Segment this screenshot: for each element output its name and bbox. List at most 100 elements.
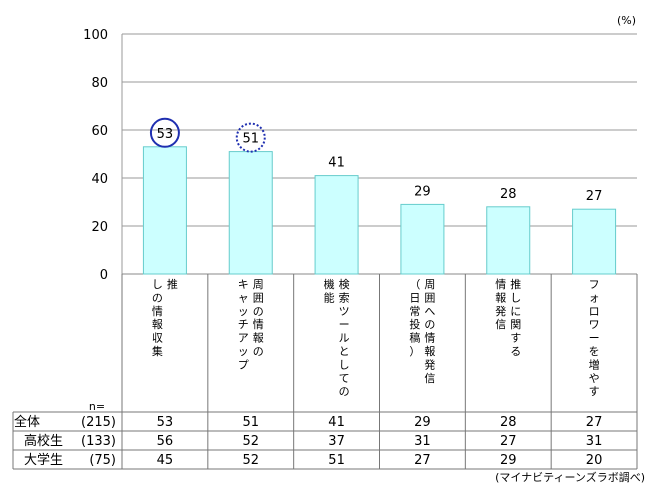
- category-label-char: 能: [324, 290, 335, 304]
- data-table: 全体 (215) 53 51 41 29 28 27 高校生 (133) 56 52 37 31 27 31 大…: [12, 411, 638, 470]
- category-label-char: 集: [152, 344, 163, 358]
- category-label-char: の: [253, 345, 264, 358]
- category-label-char: 検: [339, 277, 350, 291]
- table-cell: 20: [586, 453, 603, 468]
- category-label-char: 周: [253, 278, 264, 291]
- table-cell: 51: [328, 453, 345, 468]
- category-label-char: ）: [409, 345, 420, 358]
- data-label: 28: [500, 187, 517, 202]
- category-label-char: （: [409, 278, 420, 291]
- highlight-circle-solid: [149, 117, 180, 148]
- category-label-char: し: [152, 278, 163, 291]
- category-label-char: し: [510, 291, 521, 304]
- category-label-char: ャ: [238, 291, 249, 304]
- category-label-char: 発: [424, 357, 435, 371]
- category-label-char: し: [339, 358, 350, 371]
- category-label-char: ッ: [238, 305, 249, 318]
- category-label-char: ル: [339, 332, 350, 345]
- category-label-char: 囲: [424, 291, 435, 304]
- category-label-char: 周: [424, 278, 435, 291]
- n-label: n=: [89, 400, 105, 413]
- table-cell: 27: [586, 415, 603, 430]
- y-tick-label: 40: [91, 172, 108, 187]
- table-row-n: (215): [81, 415, 116, 430]
- category-label-char: 関: [510, 318, 521, 331]
- category-label-char: 発: [495, 304, 506, 318]
- table-row-n: (133): [81, 434, 116, 449]
- category-label: 周囲への情報発信: [424, 278, 435, 385]
- bar: [486, 206, 531, 275]
- category-label-char: 収: [152, 332, 163, 345]
- category-label-char: へ: [424, 305, 435, 318]
- category-label-char: ア: [238, 332, 249, 345]
- category-label-char: 増: [589, 358, 600, 371]
- category-label-char: の: [424, 318, 435, 331]
- category-label-char: ツ: [339, 305, 350, 318]
- category-label-char: の: [152, 291, 163, 304]
- table-cell: 29: [414, 415, 431, 430]
- category-label: 機能: [324, 277, 335, 304]
- table-row-n: (75): [89, 453, 116, 468]
- category-label-char: ワ: [589, 318, 600, 331]
- data-label: 53: [157, 127, 174, 142]
- y-tick-label: 100: [83, 28, 108, 43]
- bar: [572, 208, 617, 275]
- category-label-char: 情: [424, 332, 435, 345]
- category-label-char: 信: [495, 318, 506, 331]
- category-label: キャッチアップ: [238, 278, 249, 371]
- category-label-char: す: [510, 332, 521, 345]
- data-label: 41: [328, 156, 345, 171]
- category-label-char: る: [510, 345, 521, 358]
- source-note: (マイナビティーンズラボ調べ): [495, 470, 645, 484]
- table-cell: 56: [157, 434, 174, 449]
- table-row-label: 全体: [14, 414, 40, 430]
- y-tick-label: 0: [100, 268, 108, 283]
- y-tick-label: 20: [91, 220, 108, 235]
- category-label-char: の: [253, 305, 264, 318]
- category-label-char: や: [589, 372, 600, 385]
- bar: [314, 175, 359, 275]
- category-label: （日常投稿）: [409, 278, 420, 358]
- bar: [228, 151, 273, 275]
- category-label-char: 情: [495, 278, 506, 291]
- table-cell: 37: [328, 434, 345, 449]
- category-label-char: 報: [253, 332, 264, 345]
- category-label-char: 稿: [409, 331, 420, 345]
- category-label-char: ォ: [589, 291, 600, 304]
- category-label-char: チ: [238, 318, 249, 331]
- category-label-char: プ: [238, 358, 249, 371]
- category-label-char: 報: [495, 291, 506, 304]
- category-label-char: 投: [409, 317, 420, 331]
- category-label-char: 日: [409, 291, 420, 304]
- data-label: 27: [586, 189, 603, 204]
- category-label: 検索ツールとしての: [339, 277, 350, 398]
- y-tick-label: 80: [91, 76, 108, 91]
- category-label-char: ロ: [589, 305, 600, 318]
- category-label: 情報発信: [495, 278, 506, 331]
- table-cell: 45: [157, 453, 174, 468]
- category-label-char: 報: [424, 345, 435, 358]
- category-label-char: と: [339, 345, 350, 358]
- table-cell: 41: [328, 415, 345, 430]
- category-label-char: 情: [152, 305, 163, 318]
- category-label-char: を: [589, 345, 600, 358]
- data-label: 29: [414, 184, 431, 199]
- category-label-char: 推: [167, 277, 178, 291]
- bar: [142, 146, 187, 275]
- table-cell: 27: [414, 453, 431, 468]
- category-label-char: 推: [510, 277, 521, 291]
- category-label-char: 囲: [253, 291, 264, 304]
- table-cell: 53: [157, 415, 174, 430]
- table-cell: 52: [242, 453, 259, 468]
- table-cell: 31: [586, 434, 603, 449]
- category-labels: 推しの情報収集周囲の情報のキャッチアップ検索ツールとしての機能周囲への情報発信（…: [121, 274, 638, 412]
- gridlines: 0 20 40 60 80 100: [83, 28, 637, 283]
- category-label-char: ッ: [238, 345, 249, 358]
- category-label: 周囲の情報の: [253, 278, 264, 358]
- data-labels: 53 51 41 29 28 27: [149, 117, 603, 204]
- table-cell: 31: [414, 434, 431, 449]
- category-label-char: 機: [324, 277, 335, 291]
- category-label-char: 索: [339, 290, 350, 304]
- category-label: 推しに関する: [510, 277, 521, 358]
- category-label-char: ー: [339, 318, 350, 331]
